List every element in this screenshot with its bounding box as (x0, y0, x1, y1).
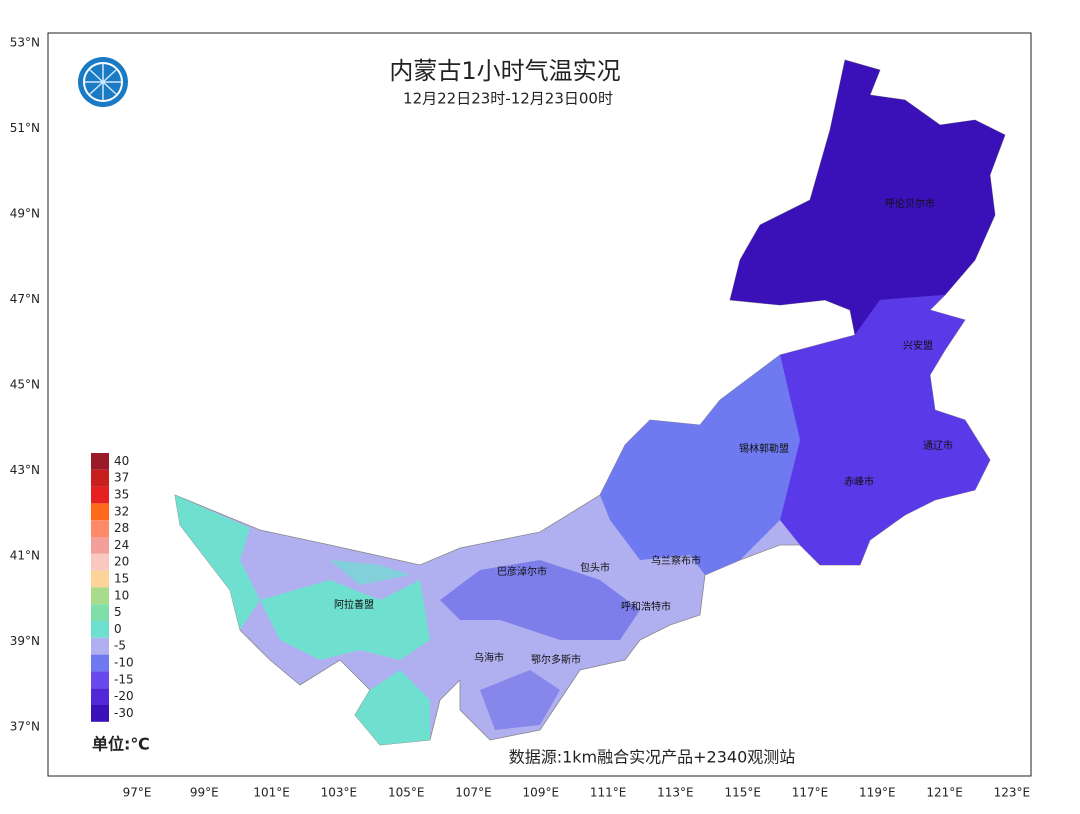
lon-tick-label: 109°E (523, 786, 560, 800)
city-label: 锡林郭勒盟 (739, 442, 789, 455)
logo (78, 57, 128, 107)
legend-swatch (91, 587, 109, 605)
region-warm (355, 670, 430, 745)
legend-label: 37 (114, 471, 129, 485)
lon-tick-label: 117°E (792, 786, 829, 800)
city-label: 兴安盟 (903, 339, 933, 352)
legend-label: -15 (114, 672, 134, 686)
lat-tick-label: 47°N (10, 292, 40, 306)
legend-label: 5 (114, 605, 122, 619)
lon-tick-label: 107°E (455, 786, 492, 800)
legend-label: 0 (114, 622, 122, 636)
legend-label: 28 (114, 521, 129, 535)
data-source: 数据源:1km融合实况产品+2340观测站 (509, 748, 796, 767)
lat-tick-label: 43°N (10, 463, 40, 477)
lon-tick-label: 115°E (724, 786, 761, 800)
city-label: 乌海市 (474, 651, 504, 664)
legend-swatch (91, 469, 109, 487)
lon-tick-label: 123°E (994, 786, 1031, 800)
legend-swatch (91, 654, 109, 672)
legend-swatch (91, 453, 109, 470)
city-label: 阿拉善盟 (334, 598, 374, 611)
region-warm (175, 495, 260, 630)
lat-tick-label: 41°N (10, 549, 40, 563)
lon-tick-label: 99°E (190, 786, 219, 800)
lat-tick-label: 51°N (10, 121, 40, 135)
legend-swatch (91, 671, 109, 689)
logo-net (84, 63, 122, 101)
legend-swatch (91, 553, 109, 571)
legend-swatch (91, 570, 109, 588)
lon-tick-label: 113°E (657, 786, 694, 800)
city-label: 呼和浩特市 (621, 600, 671, 613)
region-warm (330, 560, 410, 585)
city-label: 巴彦淖尔市 (497, 565, 547, 578)
legend-label: 32 (114, 504, 129, 518)
legend-swatch (91, 520, 109, 537)
legend-label: -10 (114, 656, 134, 670)
region-patch (440, 560, 640, 640)
lat-tick-label: 45°N (10, 378, 40, 392)
legend-swatch (91, 486, 109, 504)
legend-label: -20 (114, 689, 134, 703)
region-cold (600, 355, 800, 575)
city-label: 包头市 (580, 561, 610, 574)
city-label: 通辽市 (923, 439, 953, 452)
legend-swatch (91, 537, 109, 554)
legend-swatch (91, 621, 109, 638)
lat-tick-label: 37°N (10, 720, 40, 734)
legend-swatch (91, 503, 109, 521)
lon-tick-label: 103°E (321, 786, 358, 800)
legend-label: 15 (114, 572, 129, 586)
legend-label: -5 (114, 639, 126, 653)
lon-tick-label: 101°E (253, 786, 290, 800)
lon-tick-label: 121°E (926, 786, 963, 800)
lat-tick-label: 39°N (10, 634, 40, 648)
region-warm (260, 580, 430, 660)
legend-label: 24 (114, 538, 129, 552)
legend-label: 20 (114, 555, 129, 569)
legend-swatch (91, 705, 109, 722)
lon-tick-label: 111°E (590, 786, 627, 800)
legend-label: 40 (114, 454, 129, 468)
city-label: 呼伦贝尔市 (885, 197, 935, 210)
lon-tick-label: 105°E (388, 786, 425, 800)
map-title: 内蒙古1小时气温实况 (389, 57, 620, 85)
lat-tick-label: 53°N (10, 36, 40, 50)
legend-label: 10 (114, 588, 129, 602)
region-patch (480, 670, 560, 730)
region (174, 59, 1006, 746)
legend-swatch (91, 604, 109, 621)
lon-tick-label: 97°E (123, 786, 152, 800)
legend-label: 35 (114, 488, 129, 502)
lon-tick-label: 119°E (859, 786, 896, 800)
lat-tick-label: 49°N (10, 207, 40, 221)
region-coldest (730, 60, 1005, 335)
legend-label: -30 (114, 706, 134, 720)
legend-swatch (91, 688, 109, 705)
city-label: 赤峰市 (844, 475, 874, 488)
legend-swatch (91, 637, 109, 655)
region-colder (780, 295, 990, 565)
city-label: 鄂尔多斯市 (531, 653, 581, 666)
map-subtitle: 12月22日23时-12月23日00时 (403, 90, 613, 108)
legend-unit: 单位:℃ (92, 735, 150, 754)
city-label: 乌兰察布市 (651, 554, 701, 567)
